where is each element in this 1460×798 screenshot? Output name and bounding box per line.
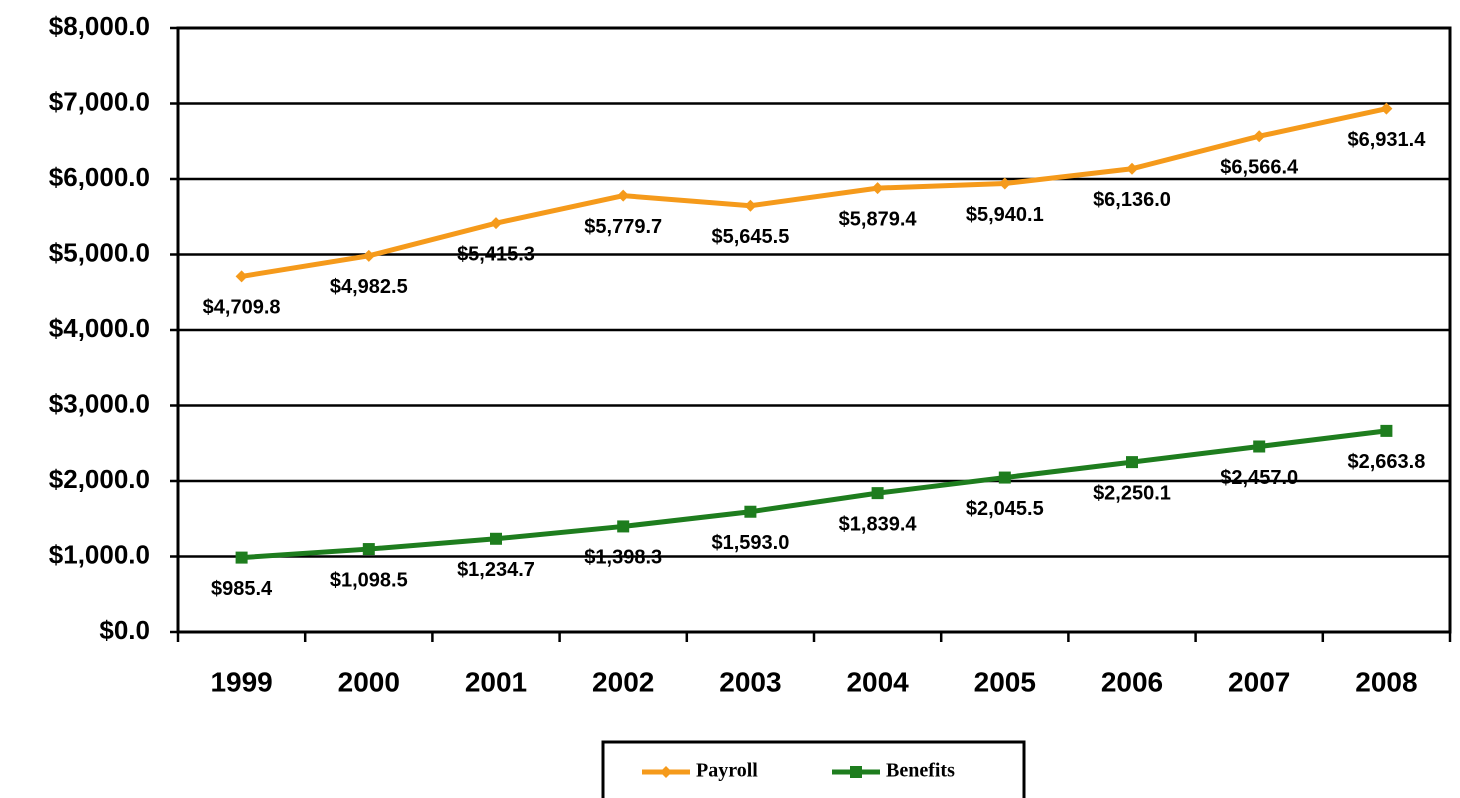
marker xyxy=(1126,456,1138,469)
y-tick-label: $0.0 xyxy=(99,615,150,645)
data-label: $2,663.8 xyxy=(1347,451,1425,473)
marker xyxy=(1380,102,1393,115)
y-tick-label: $3,000.0 xyxy=(49,388,150,418)
marker xyxy=(617,189,630,202)
y-tick-label: $8,000.0 xyxy=(49,11,150,41)
data-label: $5,415.3 xyxy=(457,243,535,265)
x-tick-label: 2002 xyxy=(592,666,654,697)
legend-label: Benefits xyxy=(886,760,955,782)
data-label: $5,879.4 xyxy=(839,208,918,230)
x-tick-label: 1999 xyxy=(210,666,272,697)
marker xyxy=(362,249,375,262)
series-line xyxy=(241,428,1387,561)
marker xyxy=(744,199,757,212)
y-tick-label: $1,000.0 xyxy=(49,539,150,569)
data-label: $6,136.0 xyxy=(1093,189,1171,211)
series-line xyxy=(241,106,1387,279)
marker xyxy=(998,471,1011,484)
x-tick-label: 2003 xyxy=(719,666,781,697)
y-tick-label: $6,000.0 xyxy=(49,162,150,192)
marker xyxy=(490,217,502,230)
x-tick-label: 2008 xyxy=(1355,666,1417,697)
y-tick-label: $7,000.0 xyxy=(49,86,150,116)
data-label: $6,566.4 xyxy=(1220,157,1299,179)
legend-marker xyxy=(660,766,672,778)
data-label: $1,398.3 xyxy=(584,547,662,569)
data-label: $2,250.1 xyxy=(1093,482,1171,504)
data-label: $5,779.7 xyxy=(584,216,662,238)
marker xyxy=(1253,440,1266,453)
data-label: $4,709.8 xyxy=(203,297,281,319)
y-tick-label: $5,000.0 xyxy=(49,237,150,267)
data-label: $1,098.5 xyxy=(330,569,408,591)
x-tick-label: 2004 xyxy=(846,666,909,697)
data-label: $1,839.4 xyxy=(839,513,918,535)
x-tick-label: 2007 xyxy=(1228,666,1290,697)
x-tick-label: 2005 xyxy=(974,666,1036,697)
x-tick-label: 2006 xyxy=(1101,666,1163,697)
data-label: $6,931.4 xyxy=(1347,129,1426,151)
data-label: $1,234.7 xyxy=(457,559,535,581)
marker xyxy=(998,177,1011,190)
y-tick-label: $4,000.0 xyxy=(49,313,150,343)
data-label: $5,645.5 xyxy=(711,226,789,248)
marker xyxy=(871,487,884,500)
marker xyxy=(1380,424,1393,437)
marker xyxy=(1253,130,1266,143)
marker xyxy=(1126,162,1138,175)
data-label: $2,457.0 xyxy=(1220,467,1298,489)
y-tick-label: $2,000.0 xyxy=(49,464,150,494)
data-label: $4,982.5 xyxy=(330,276,408,298)
marker xyxy=(490,532,502,545)
marker xyxy=(362,543,375,556)
marker xyxy=(871,182,884,195)
marker xyxy=(617,520,630,533)
marker xyxy=(744,505,757,518)
x-tick-label: 2000 xyxy=(338,666,400,697)
legend-marker xyxy=(850,766,862,778)
x-tick-label: 2001 xyxy=(465,666,527,697)
data-label: $985.4 xyxy=(211,578,273,600)
data-label: $2,045.5 xyxy=(966,498,1044,520)
data-label: $1,593.0 xyxy=(711,532,789,554)
legend-label: Payroll xyxy=(696,760,758,782)
marker xyxy=(235,270,248,283)
marker xyxy=(235,551,248,564)
data-label: $5,940.1 xyxy=(966,204,1044,226)
